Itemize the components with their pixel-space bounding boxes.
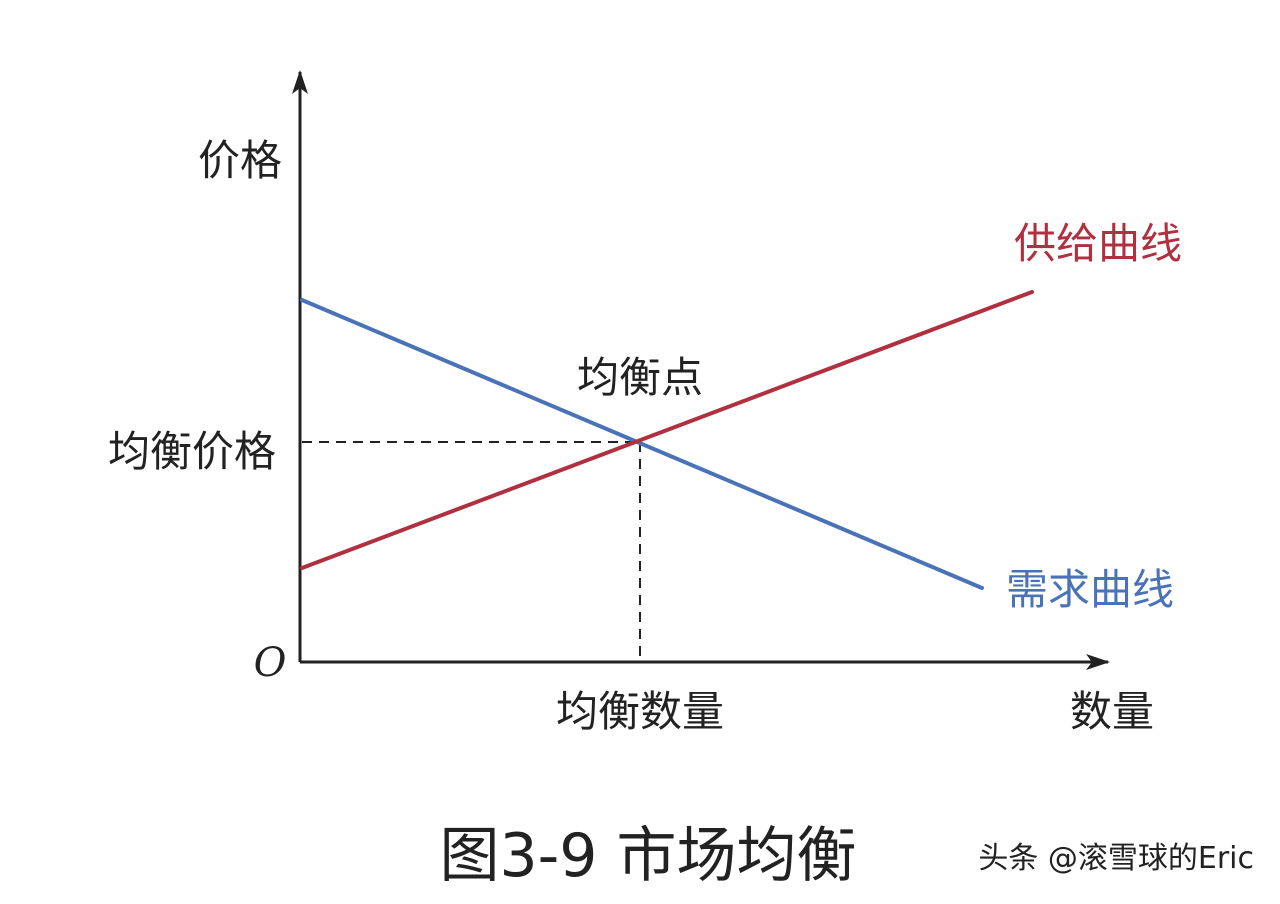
y-axis-label: 价格 <box>198 136 282 185</box>
x-axis-label: 数量 <box>1070 687 1154 736</box>
demand-curve-label: 需求曲线 <box>1006 565 1174 614</box>
equilibrium-quantity-label: 均衡数量 <box>556 687 724 736</box>
watermark: 头条 @滚雪球的Eric <box>978 841 1254 876</box>
equilibrium-price-label: 均衡价格 <box>108 427 276 476</box>
figure-caption: 图3-9 市场均衡 <box>439 821 856 891</box>
equilibrium-point-label: 均衡点 <box>577 353 703 402</box>
supply-curve <box>300 290 1034 570</box>
supply-curve-label: 供给曲线 <box>1014 219 1182 268</box>
origin-label: O <box>254 640 287 686</box>
demand-curve <box>300 298 984 590</box>
